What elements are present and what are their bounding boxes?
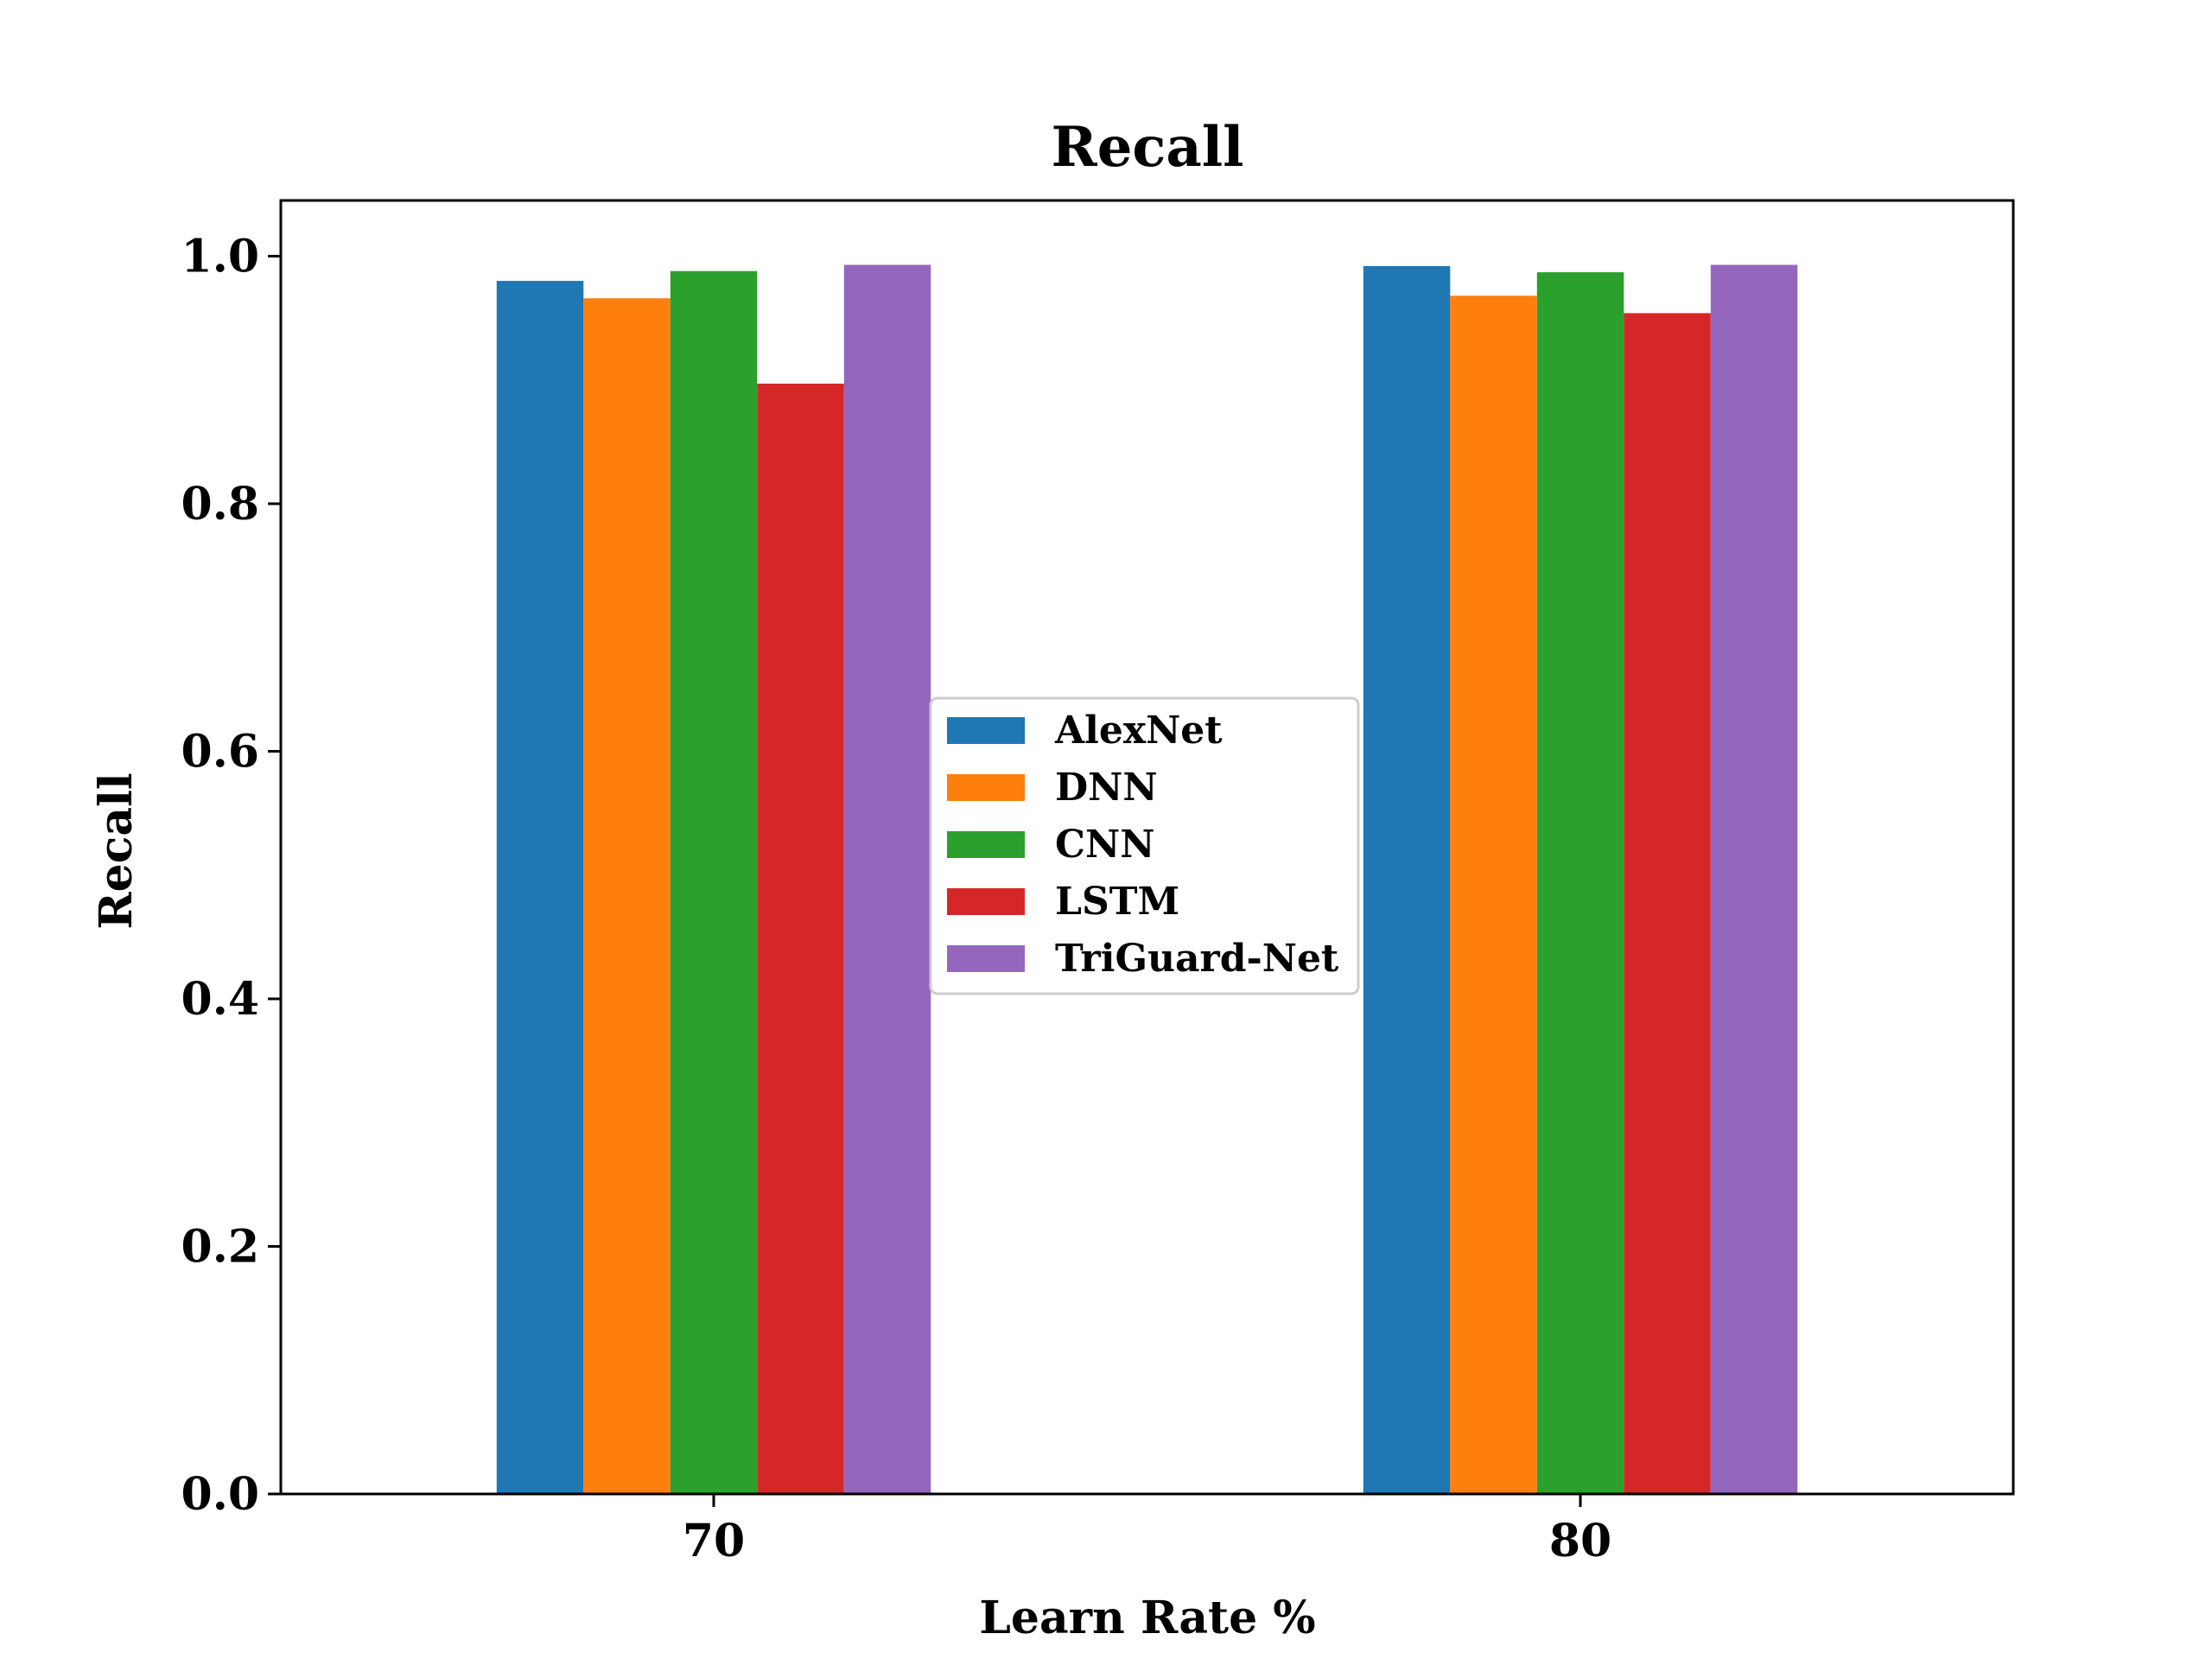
y-axis-label: Recall [90, 772, 143, 929]
legend-swatch [947, 831, 1025, 858]
y-tick-label: 0.2 [181, 1220, 259, 1273]
legend-swatch [947, 888, 1025, 915]
bar-alexnet-70 [496, 281, 584, 1495]
x-tick-label: 70 [683, 1515, 745, 1567]
legend-box [929, 696, 1360, 995]
legend-label: CNN [1055, 823, 1154, 867]
y-tick-label: 0.8 [181, 478, 259, 531]
axes-layer: 0.0 0.2 0.4 0.6 0.8 1.0 70 80 [181, 230, 1612, 1567]
legend-label: AlexNet [1054, 709, 1223, 753]
legend-swatch [947, 717, 1025, 744]
x-axis-label: Learn Rate % [979, 1592, 1315, 1644]
y-tick-label: 0.4 [181, 973, 259, 1026]
legend: AlexNet DNN CNN LSTM TriGuard-Net [929, 696, 1360, 995]
legend-label: TriGuard-Net [1055, 937, 1339, 981]
bar-cnn-70 [670, 270, 758, 1495]
plot-frame [279, 199, 2015, 1496]
bar-lstm-80 [1624, 313, 1711, 1494]
legend-swatch [947, 945, 1025, 972]
legend-label: LSTM [1055, 880, 1179, 924]
bars-layer [496, 264, 1798, 1495]
bar-lstm-70 [757, 384, 844, 1494]
bar-cnn-80 [1536, 272, 1624, 1495]
y-tick-label: 0.6 [181, 725, 259, 778]
bar-triguard-net-80 [1710, 264, 1798, 1494]
y-tick-label: 1.0 [181, 230, 259, 283]
legend-label: DNN [1055, 766, 1158, 810]
bar-dnn-70 [583, 298, 671, 1495]
y-tick-label: 0.0 [181, 1468, 259, 1521]
bar-alexnet-80 [1363, 265, 1451, 1494]
legend-swatch [947, 774, 1025, 801]
x-tick-label: 80 [1549, 1515, 1611, 1567]
bar-triguard-net-70 [843, 264, 931, 1494]
chart-title: Recall [1052, 115, 1244, 180]
bar-dnn-80 [1450, 296, 1537, 1494]
